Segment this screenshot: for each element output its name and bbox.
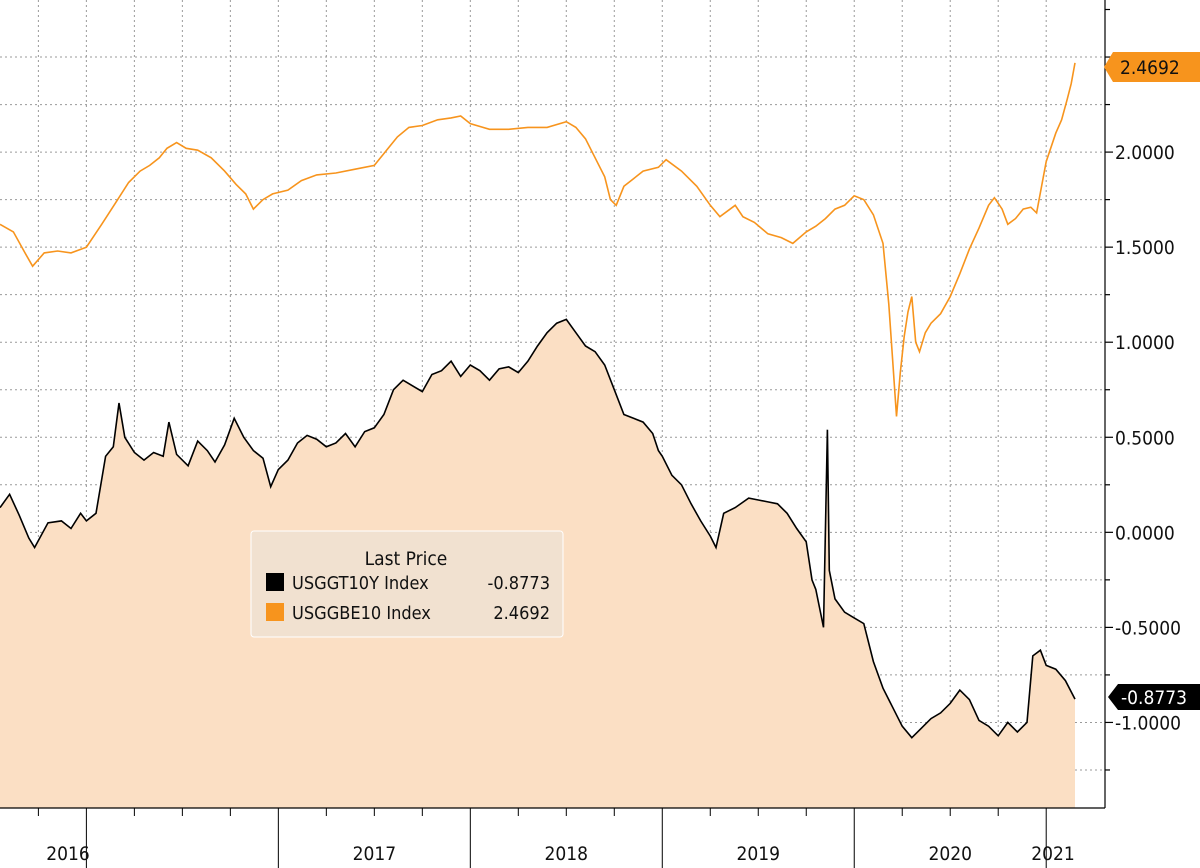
- last-price-badge-usggt10y: -0.8773: [1108, 684, 1200, 710]
- y-tick-label: -0.5000: [1115, 617, 1181, 639]
- y-tick-label: 1.5000: [1115, 237, 1175, 259]
- y-tick-label: -1.0000: [1115, 712, 1181, 734]
- badge-black-shape: [1108, 684, 1200, 710]
- y-tick-label: 1.0000: [1115, 332, 1175, 354]
- badge-orange-shape: [1104, 52, 1200, 82]
- legend-entry-name-usggbe10: USGGBE10 Index: [292, 603, 431, 624]
- gridlines: [0, 0, 1105, 808]
- legend-title: Last Price: [365, 548, 448, 570]
- legend-entry-value-usggt10y: -0.8773: [488, 573, 551, 594]
- usggbe10-line: [0, 62, 1076, 417]
- y-tick-label: 0.5000: [1115, 427, 1175, 449]
- legend: Last Price USGGT10Y Index -0.8773 USGGBE…: [250, 530, 564, 638]
- legend-swatch-black: [266, 573, 284, 591]
- legend-swatch-orange: [266, 603, 284, 621]
- axes: [0, 0, 1106, 809]
- x-tick-label: 2016: [46, 843, 90, 865]
- x-axis-ticks: 2016 2017 2018 2019 2020 2021: [37, 808, 1075, 868]
- x-tick-label: 2017: [353, 843, 397, 865]
- badge-orange-value: 2.4692: [1120, 57, 1180, 79]
- x-tick-label: 2020: [928, 843, 972, 865]
- x-tick-label: 2018: [545, 843, 589, 865]
- x-tick-label: 2021: [1031, 843, 1075, 865]
- badge-black-value: -0.8773: [1121, 687, 1187, 709]
- last-price-badge-usggbe10: 2.4692: [1104, 52, 1200, 82]
- legend-box: [250, 530, 564, 638]
- legend-entry-value-usggbe10: 2.4692: [493, 603, 550, 624]
- usggt10y-line: [0, 318, 1076, 739]
- x-tick-label: 2019: [737, 843, 781, 865]
- y-tick-label: 0.0000: [1115, 522, 1175, 544]
- legend-entry-name-usggt10y: USGGT10Y Index: [292, 573, 429, 594]
- y-tick-label: 2.0000: [1115, 142, 1175, 164]
- y-axis-ticks: -1.0000 -0.5000 0.0000 0.5000 1.0000 1.5000 2.…: [1105, 8, 1181, 771]
